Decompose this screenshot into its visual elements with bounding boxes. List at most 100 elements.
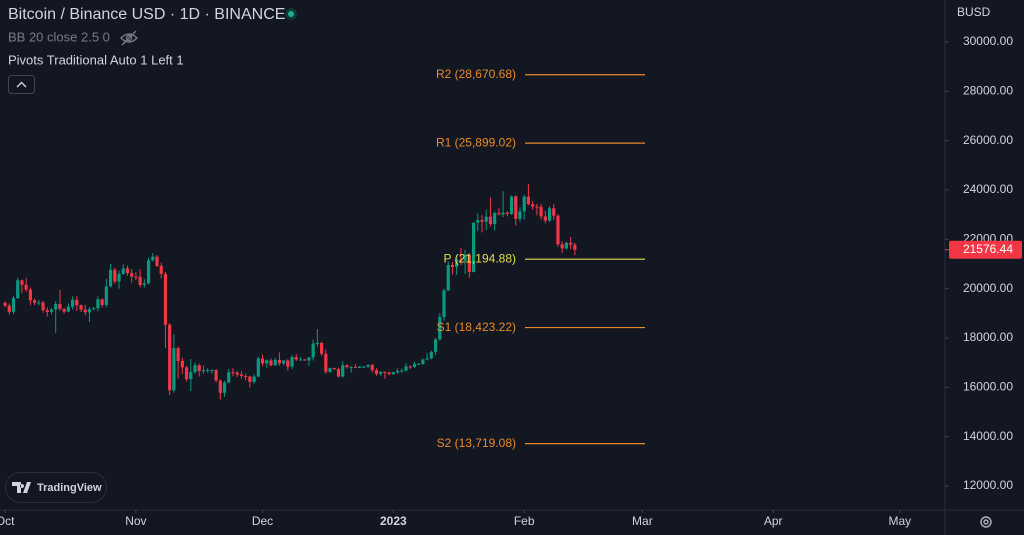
y-tick-label: 30000.00 xyxy=(963,34,1013,48)
collapse-button[interactable] xyxy=(8,75,35,94)
candle-body xyxy=(383,371,387,373)
candle-body xyxy=(66,306,70,312)
candle-body xyxy=(412,363,417,367)
candle-body xyxy=(134,276,138,278)
candle-body xyxy=(138,276,142,285)
candle-body xyxy=(92,308,96,310)
indicator-label: Pivots Traditional Auto 1 Left 1 xyxy=(8,52,184,67)
candle-body xyxy=(395,370,400,373)
branding[interactable]: TradingView xyxy=(5,472,107,503)
candle-body xyxy=(176,348,180,361)
candle-body xyxy=(493,213,497,225)
candle-body xyxy=(429,351,433,359)
y-tick-label: 24000.00 xyxy=(963,182,1013,196)
candle-body xyxy=(96,299,100,309)
candle-body xyxy=(227,372,231,383)
candle-body xyxy=(75,299,79,306)
candle-body xyxy=(298,359,303,361)
candle-body xyxy=(573,244,577,250)
candle-body xyxy=(151,256,155,261)
candle-body xyxy=(556,215,560,245)
candle-body xyxy=(543,216,547,221)
candle-body xyxy=(476,220,480,223)
candle-body xyxy=(197,365,201,372)
candle-body xyxy=(320,342,324,354)
candle-body xyxy=(400,370,404,372)
candle-body xyxy=(480,220,484,222)
candle-body xyxy=(374,370,379,374)
candle-body xyxy=(210,370,214,372)
candle-body xyxy=(83,309,87,313)
candle-body xyxy=(24,284,28,290)
x-tick-label: Nov xyxy=(125,514,146,528)
candle-body xyxy=(180,360,184,368)
candle-body xyxy=(108,269,113,287)
candle-body xyxy=(484,216,488,222)
candle-body xyxy=(442,290,446,318)
candle-body xyxy=(522,196,526,212)
y-tick-label: 16000.00 xyxy=(963,380,1013,394)
x-tick-label: Dec xyxy=(252,514,273,528)
candle-body xyxy=(324,353,328,372)
candle-body xyxy=(79,305,83,310)
pivot-label: P (21,194.88) xyxy=(444,251,517,265)
candle-body xyxy=(471,222,476,272)
currency-label: BUSD xyxy=(957,5,991,19)
candle-body xyxy=(349,366,353,368)
candle-body xyxy=(433,339,438,352)
candle-body xyxy=(201,370,206,372)
candle-body xyxy=(526,196,531,205)
x-tick-label: May xyxy=(889,514,912,528)
y-tick-label: 14000.00 xyxy=(963,429,1013,443)
candle-body xyxy=(168,324,172,391)
candle-body xyxy=(425,358,429,360)
candle-body xyxy=(341,365,345,377)
candle-body xyxy=(370,364,374,371)
candle-body xyxy=(311,343,315,358)
candle-body xyxy=(417,363,421,365)
candle-body xyxy=(16,280,20,299)
candle-body xyxy=(265,360,269,364)
candle-body xyxy=(159,265,163,274)
candle-body xyxy=(332,368,336,370)
hide-icon[interactable] xyxy=(120,30,138,46)
candle-body xyxy=(438,317,442,340)
candle-body xyxy=(214,370,218,381)
candle-body xyxy=(569,242,573,245)
candle-body xyxy=(142,283,146,285)
candle-body xyxy=(286,360,290,367)
candle-body xyxy=(231,372,235,374)
candle-body xyxy=(505,212,509,214)
candle-body xyxy=(70,299,75,307)
candle-body xyxy=(303,359,307,361)
candle-body xyxy=(256,358,260,377)
y-tick-label: 26000.00 xyxy=(963,133,1013,147)
candle-body xyxy=(282,360,286,364)
chart-title: Bitcoin / Binance USD · 1D · BINANCE xyxy=(8,6,285,23)
candle-body xyxy=(366,364,370,367)
candle-body xyxy=(20,280,24,285)
candle-body xyxy=(189,372,193,380)
candle-body xyxy=(509,196,514,214)
candle-body xyxy=(391,372,395,375)
x-tick-label: Oct xyxy=(0,514,15,528)
candle-body xyxy=(235,372,239,375)
candle-body xyxy=(564,242,569,249)
candle-body xyxy=(408,366,412,368)
candle-body xyxy=(315,342,319,344)
candle-body xyxy=(113,269,117,282)
last-price-box xyxy=(949,240,1022,259)
pivot-label: S2 (13,719.08) xyxy=(437,436,516,450)
candle-body xyxy=(49,309,54,312)
candle-body xyxy=(455,259,459,267)
candle-body xyxy=(560,244,564,249)
candle-body xyxy=(28,289,32,301)
candle-body xyxy=(459,259,463,261)
candle-body xyxy=(421,359,425,364)
candle-body xyxy=(7,305,11,312)
settings-icon[interactable] xyxy=(980,516,992,528)
candle-body xyxy=(100,299,104,305)
